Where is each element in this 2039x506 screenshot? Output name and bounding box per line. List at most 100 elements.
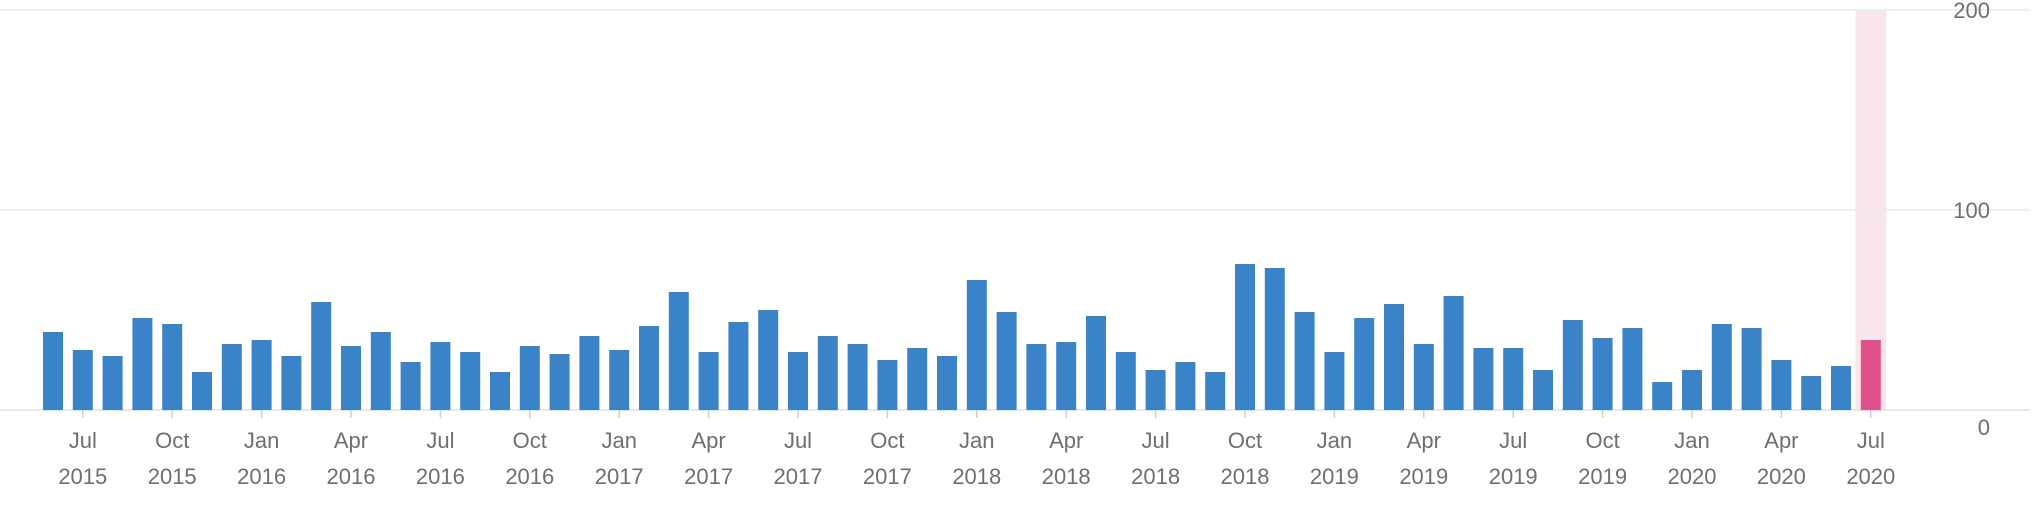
bar[interactable]: [728, 322, 749, 410]
bar[interactable]: [907, 348, 928, 410]
bar[interactable]: [609, 350, 630, 410]
bar[interactable]: [1831, 366, 1851, 410]
bar[interactable]: [1354, 318, 1375, 410]
y-tick-label: 0: [1978, 415, 1990, 440]
bar[interactable]: [1473, 348, 1494, 410]
bar[interactable]: [1562, 320, 1583, 410]
bar[interactable]: [1860, 340, 1881, 410]
bar[interactable]: [370, 332, 391, 410]
bar[interactable]: [1175, 362, 1196, 410]
bar[interactable]: [1324, 352, 1345, 410]
bar[interactable]: [1443, 296, 1464, 410]
bar[interactable]: [281, 356, 302, 410]
x-tick-label-year: 2018: [1221, 464, 1270, 489]
bar[interactable]: [102, 356, 123, 410]
x-tick-label-year: 2016: [416, 464, 465, 489]
bar[interactable]: [1652, 382, 1673, 410]
bar[interactable]: [1622, 328, 1643, 410]
bar[interactable]: [698, 352, 719, 410]
bar[interactable]: [72, 350, 93, 410]
bar[interactable]: [668, 292, 689, 410]
bar[interactable]: [1533, 370, 1553, 410]
x-tick-label-month: Jan: [601, 428, 636, 453]
bar[interactable]: [549, 354, 570, 410]
bar[interactable]: [579, 336, 600, 410]
bar[interactable]: [1711, 324, 1732, 410]
x-tick-label-month: Oct: [1585, 428, 1619, 453]
x-tick-label-month: Apr: [1407, 428, 1441, 453]
bar[interactable]: [162, 324, 183, 410]
bar[interactable]: [251, 340, 272, 410]
x-tick-label-year: 2017: [684, 464, 733, 489]
x-tick-label-year: 2015: [58, 464, 107, 489]
bar[interactable]: [519, 346, 540, 410]
bar[interactable]: [639, 326, 659, 410]
bar[interactable]: [966, 280, 987, 410]
x-tick-label-month: Oct: [870, 428, 904, 453]
bar[interactable]: [43, 332, 63, 410]
bar[interactable]: [1205, 372, 1226, 410]
x-tick-label-month: Jul: [69, 428, 97, 453]
bar[interactable]: [996, 312, 1017, 410]
bar-layer: [43, 264, 1881, 410]
x-tick-label-year: 2017: [595, 464, 644, 489]
bar[interactable]: [1026, 344, 1047, 410]
x-tick-label-month: Jan: [244, 428, 279, 453]
bar[interactable]: [460, 352, 481, 410]
x-tick-label-month: Jan: [959, 428, 994, 453]
x-tick-label-year: 2019: [1578, 464, 1627, 489]
x-axis: Jul 2015 Oct 2015 Jan 2016 Apr 2016 Jul 2016 Oct 20…: [58, 410, 1895, 489]
x-tick-label-month: Oct: [1228, 428, 1262, 453]
bar[interactable]: [490, 372, 510, 410]
bar[interactable]: [847, 344, 868, 410]
bar[interactable]: [788, 352, 808, 410]
bar[interactable]: [1235, 264, 1255, 410]
bar[interactable]: [311, 302, 332, 410]
x-tick-label-year: 2015: [148, 464, 197, 489]
x-tick-label-month: Jan: [1317, 428, 1352, 453]
x-tick-label-year: 2019: [1310, 464, 1359, 489]
bar[interactable]: [1801, 376, 1822, 410]
bar[interactable]: [1592, 338, 1613, 410]
bar[interactable]: [1264, 268, 1285, 410]
x-tick-label-year: 2020: [1846, 464, 1895, 489]
bar[interactable]: [1086, 316, 1106, 410]
x-tick-label-month: Apr: [691, 428, 725, 453]
bar[interactable]: [1503, 348, 1524, 410]
bar[interactable]: [400, 362, 421, 410]
bar[interactable]: [192, 372, 212, 410]
x-tick-label-year: 2018: [1131, 464, 1180, 489]
bar[interactable]: [1056, 342, 1077, 410]
x-tick-label-month: Apr: [1049, 428, 1083, 453]
x-tick-label-year: 2020: [1668, 464, 1717, 489]
x-tick-label-year: 2017: [774, 464, 823, 489]
x-tick-label-year: 2020: [1757, 464, 1806, 489]
bar[interactable]: [877, 360, 898, 410]
bar[interactable]: [1741, 328, 1762, 410]
bar[interactable]: [937, 356, 957, 410]
bar[interactable]: [817, 336, 838, 410]
x-tick-label-month: Jul: [1857, 428, 1885, 453]
bar[interactable]: [341, 346, 361, 410]
bar[interactable]: [1115, 352, 1136, 410]
x-tick-label-month: Oct: [155, 428, 189, 453]
bar[interactable]: [430, 342, 451, 410]
bar[interactable]: [1384, 304, 1404, 410]
bar[interactable]: [221, 344, 242, 410]
bar[interactable]: [132, 318, 153, 410]
x-tick-label-month: Apr: [334, 428, 368, 453]
bar[interactable]: [1771, 360, 1792, 410]
x-tick-label-year: 2018: [952, 464, 1001, 489]
x-tick-label-month: Apr: [1764, 428, 1798, 453]
bar[interactable]: [1413, 344, 1434, 410]
x-tick-label-year: 2018: [1042, 464, 1091, 489]
bar[interactable]: [1145, 370, 1166, 410]
bar[interactable]: [1682, 370, 1702, 410]
x-tick-label-month: Jul: [1499, 428, 1527, 453]
x-tick-label-year: 2016: [237, 464, 286, 489]
x-tick-label-month: Jul: [426, 428, 454, 453]
bar[interactable]: [1294, 312, 1315, 410]
bar[interactable]: [758, 310, 779, 410]
